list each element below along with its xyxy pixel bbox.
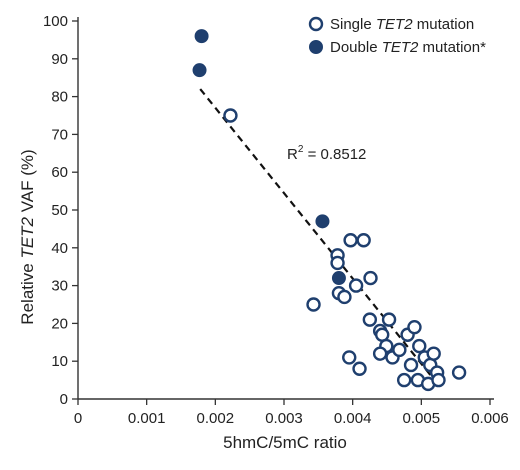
y-tick-label: 80: [51, 89, 68, 106]
x-axis-ticks: 0 0.001 0.002 0.003 0.004 0.005 0.006: [74, 399, 509, 427]
single-mutation-point: [363, 270, 378, 286]
single-mutation-point: [330, 255, 345, 271]
single-mutation-point: [223, 108, 238, 123]
single-mutation-point: [372, 346, 388, 361]
single-mutation-point: [352, 361, 367, 376]
trendline: [199, 88, 442, 389]
double-mutation-point: [194, 29, 209, 44]
single-mutation-point: [342, 350, 357, 365]
legend-filled-circle-marker: [309, 40, 323, 54]
double-mutation-point: [192, 63, 207, 78]
legend-double-gene: TET2: [382, 39, 419, 56]
legend-single-part-1: Single: [330, 16, 376, 33]
legend-double-part-1: Double: [330, 39, 382, 56]
y-tick-label: 40: [51, 240, 68, 257]
legend-label-double: Double TET2 mutation*: [330, 39, 486, 56]
double-mutation-point: [315, 214, 330, 229]
x-tick-label: 0.003: [265, 410, 303, 427]
y-tick-label: 100: [43, 13, 68, 30]
legend-open-circle-marker: [308, 16, 324, 32]
r-squared-r: R: [287, 146, 298, 163]
x-axis-title: 5hmC/5mC ratio: [223, 433, 347, 452]
trendline-dashed: [199, 88, 442, 389]
legend-label-single: Single TET2 mutation: [330, 16, 474, 33]
x-tick-label: 0.001: [128, 410, 166, 427]
legend-single-part-3: mutation: [413, 16, 475, 33]
single-mutation-point: [392, 342, 407, 358]
single-mutation-point: [348, 278, 364, 293]
r-squared-superscript: 2: [298, 144, 304, 155]
y-axis-title-part-1: Relative: [18, 259, 37, 325]
single-mutation-point: [356, 233, 371, 248]
legend-double-part-3: mutation*: [418, 39, 486, 56]
y-tick-label: 30: [51, 278, 68, 295]
x-tick-label: 0: [74, 410, 82, 427]
y-tick-label: 60: [51, 164, 68, 181]
single-mutation-point: [396, 372, 412, 388]
y-axis-title-part-3: VAF (%): [18, 149, 37, 217]
single-mutation-point: [412, 338, 427, 354]
y-tick-label: 70: [51, 126, 68, 143]
single-mutation-point: [343, 233, 358, 248]
single-mutation-point: [362, 312, 378, 327]
single-mutation-point: [426, 346, 441, 361]
single-mutation-point: [337, 289, 352, 305]
axes: [77, 17, 494, 400]
single-mutation-point: [306, 297, 321, 312]
double-mutation-point: [331, 271, 346, 286]
legend: Single TET2 mutation Double TET2 mutatio…: [308, 16, 486, 56]
single-mutation-point: [451, 365, 467, 380]
y-tick-label: 10: [51, 353, 68, 370]
y-tick-label: 0: [60, 391, 68, 408]
legend-single-gene: TET2: [376, 16, 413, 33]
x-tick-label: 0.005: [403, 410, 441, 427]
y-tick-label: 50: [51, 202, 68, 219]
y-tick-label: 20: [51, 315, 68, 332]
y-axis-title-gene: TET2: [18, 216, 37, 258]
y-tick-label: 90: [51, 51, 68, 68]
data-points: [192, 29, 467, 392]
single-mutation-point: [381, 312, 397, 327]
single-mutation-point: [431, 372, 446, 388]
y-axis-ticks: 0 10 20 30 40 50 60 70 80 90 100: [43, 13, 78, 408]
single-mutation-point: [403, 357, 419, 373]
r-squared-annotation: R2 = 0.8512: [287, 144, 366, 163]
y-axis-title: Relative TET2 VAF (%): [18, 149, 37, 324]
r-squared-value: = 0.8512: [303, 146, 366, 163]
x-tick-label: 0.004: [334, 410, 372, 427]
single-mutation-point: [407, 319, 422, 335]
x-tick-label: 0.006: [471, 410, 509, 427]
x-tick-label: 0.002: [197, 410, 235, 427]
